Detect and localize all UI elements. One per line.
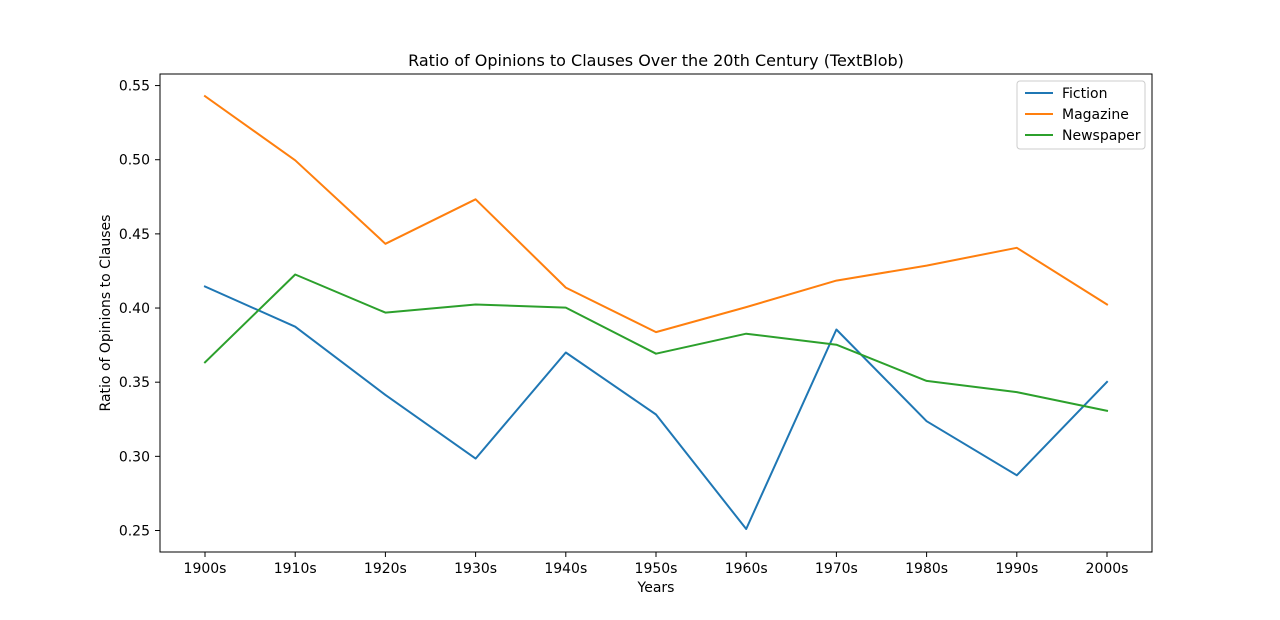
x-tick-label: 1910s	[274, 561, 317, 577]
legend: Fiction Magazine Newspaper	[1016, 80, 1146, 150]
x-axis-label: Years	[637, 580, 675, 596]
x-tick-label: 1940s	[544, 561, 587, 577]
chart-title: Ratio of Opinions to Clauses Over the 20…	[408, 51, 904, 70]
y-axis: 0.25 0.30 0.35 0.40 0.45 0.50 0.55	[119, 79, 160, 539]
series-line-newspaper	[203, 273, 1109, 412]
plot-area	[160, 74, 1152, 552]
series-line-fiction	[203, 285, 1109, 530]
series-lines	[203, 94, 1109, 530]
legend-box	[1016, 80, 1146, 150]
legend-label: Newspaper	[1062, 128, 1141, 144]
x-tick-label: 1990s	[995, 561, 1038, 577]
x-tick-label: 1900s	[184, 561, 227, 577]
y-axis-label: Ratio of Opinions to Clauses	[98, 215, 114, 412]
y-tick-label: 0.30	[119, 449, 150, 465]
y-tick-label: 0.25	[119, 523, 150, 539]
x-tick-label: 1930s	[454, 561, 497, 577]
legend-label: Magazine	[1062, 107, 1129, 123]
y-tick-label: 0.35	[119, 375, 150, 391]
legend-label: Fiction	[1062, 86, 1107, 102]
x-tick-label: 1970s	[815, 561, 858, 577]
y-tick-label: 0.55	[119, 79, 150, 95]
x-tick-label: 2000s	[1086, 561, 1129, 577]
y-tick-label: 0.45	[119, 227, 150, 243]
x-tick-label: 1920s	[364, 561, 407, 577]
x-axis: 1900s 1910s 1920s 1930s 1940s 1950s 1960s 1970s…	[184, 552, 1129, 577]
x-tick-label: 1960s	[725, 561, 768, 577]
y-tick-label: 0.40	[119, 301, 150, 317]
series-line-magazine	[203, 94, 1109, 334]
x-tick-label: 1950s	[635, 561, 678, 577]
y-tick-label: 0.50	[119, 153, 150, 169]
x-tick-label: 1980s	[905, 561, 948, 577]
